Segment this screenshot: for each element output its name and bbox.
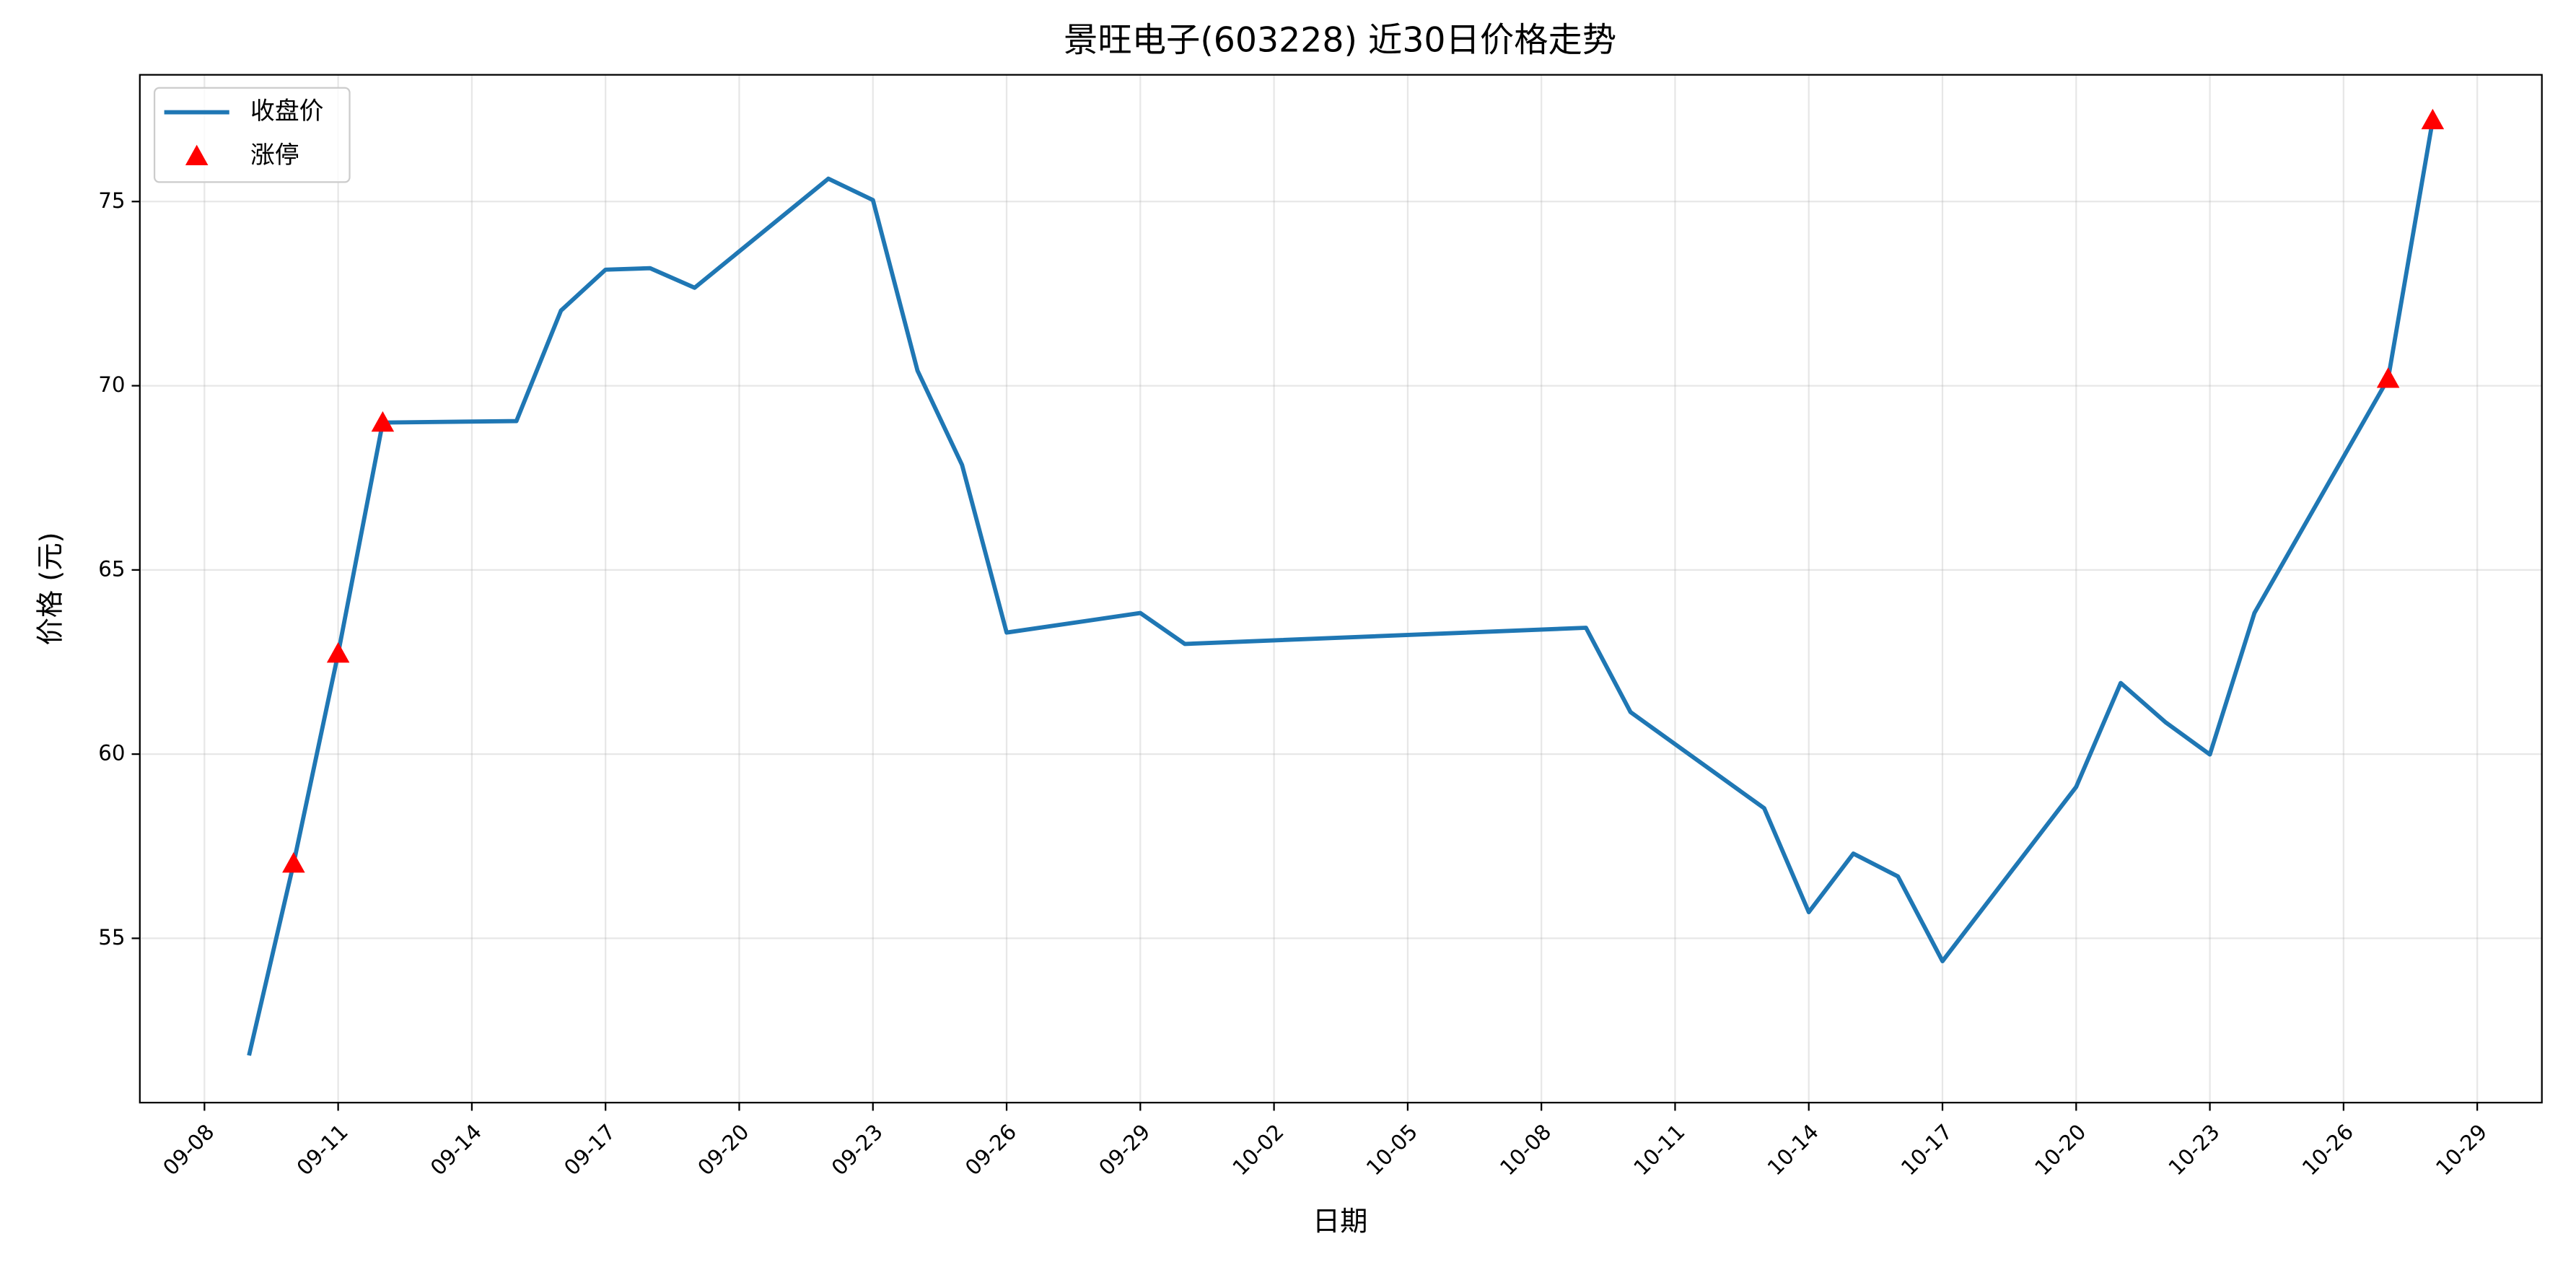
y-axis-label: 价格 (元)	[35, 532, 67, 645]
background	[13, 0, 2563, 1275]
limit-up-marker	[326, 641, 350, 663]
limit-up-marker	[2421, 108, 2445, 130]
y-tick-label: 65	[98, 556, 125, 581]
limit-up-marker	[2376, 367, 2400, 388]
legend-label: 收盘价	[250, 97, 323, 125]
grid	[139, 74, 2542, 1103]
x-axis-label: 日期	[1313, 1205, 1368, 1237]
price-line	[247, 119, 2435, 1056]
chart-title: 景旺电子(603228) 近30日价格走势	[1064, 21, 1616, 61]
limit-up-marker	[282, 851, 305, 873]
legend-label: 涨停	[250, 141, 299, 169]
legend-swatch	[185, 144, 209, 165]
y-tick-label: 60	[98, 741, 125, 766]
y-tick-label: 70	[98, 372, 125, 397]
limit-up-marker	[371, 411, 395, 432]
plot-frame	[139, 74, 2543, 1104]
y-tick-label: 55	[98, 925, 125, 950]
y-tick-label: 75	[98, 188, 125, 213]
